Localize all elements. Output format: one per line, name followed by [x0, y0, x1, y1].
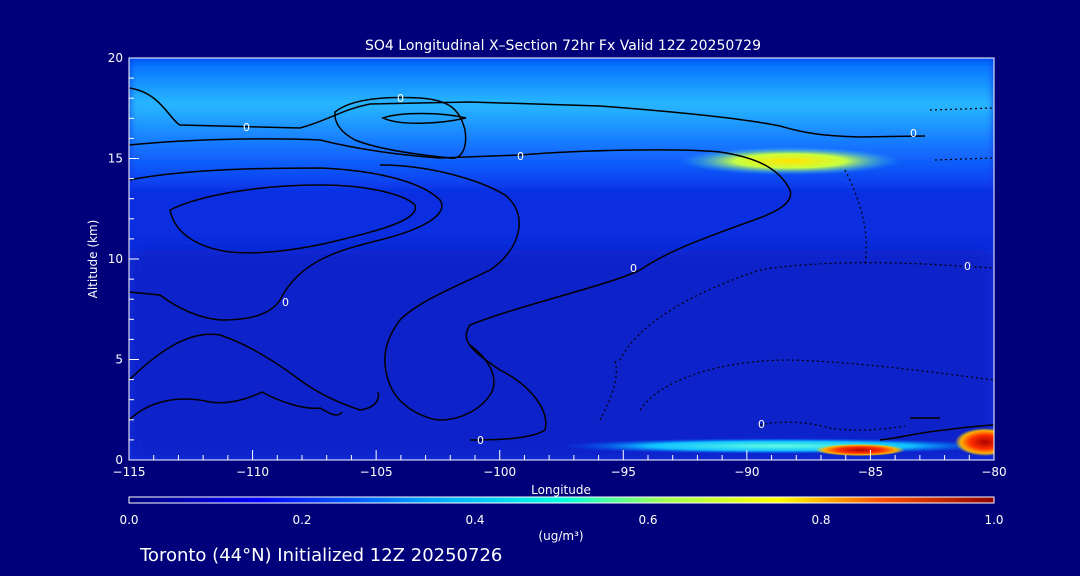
colorbar: 0.0 0.2 0.4 0.6 0.8 1.0 (ug/m³) — [119, 496, 1004, 543]
chart-title: SO4 Longitudinal X–Section 72hr Fx Valid… — [365, 38, 761, 54]
x-tick-label: −90 — [734, 465, 759, 479]
surface-hotspot-east — [955, 428, 994, 456]
x-tick-label: −100 — [483, 465, 516, 479]
x-tick-label: −105 — [360, 465, 393, 479]
contour-label: 0 — [630, 262, 637, 275]
colorbar-unit-label: (ug/m³) — [538, 529, 583, 543]
y-tick-label: 15 — [108, 152, 123, 166]
contour-label: 0 — [910, 127, 917, 140]
x-axis-title: Longitude — [531, 483, 591, 497]
surface-hotspot-west — [815, 444, 905, 456]
x-tick-label: −85 — [858, 465, 883, 479]
colorbar-strip — [128, 496, 995, 504]
contour-label: 0 — [243, 121, 250, 134]
footer-text: Toronto (44°N) Initialized 12Z 20250726 — [139, 545, 502, 566]
contour-label: 0 — [477, 434, 484, 447]
contour-labels: 0 0 0 0 0 0 0 0 0 — [243, 92, 971, 447]
x-tick-label: −95 — [611, 465, 636, 479]
y-tick-label: 20 — [108, 51, 123, 65]
surface-plume — [560, 438, 994, 454]
contour-label: 0 — [758, 418, 765, 431]
y-axis: 0 5 10 15 20 — [108, 51, 139, 467]
x-tick-label: −80 — [981, 465, 1006, 479]
colorbar-tick-label: 0.8 — [811, 513, 830, 527]
contour-label: 0 — [964, 260, 971, 273]
y-axis-title: Altitude (km) — [86, 220, 100, 299]
contour-label: 0 — [397, 92, 404, 105]
y-tick-label: 0 — [115, 453, 123, 467]
x-tick-label: −110 — [236, 465, 269, 479]
colorbar-tick-label: 0.6 — [638, 513, 657, 527]
contour-label: 0 — [282, 296, 289, 309]
y-tick-label: 5 — [115, 353, 123, 367]
contour-lines — [129, 87, 994, 441]
contour-label: 0 — [517, 150, 524, 163]
colorbar-ticks: 0.0 0.2 0.4 0.6 0.8 1.0 — [119, 513, 1003, 527]
colorbar-tick-label: 0.0 — [119, 513, 138, 527]
colorbar-tick-label: 0.4 — [465, 513, 484, 527]
x-axis: −115 −110 −105 −100 −95 −90 −85 −80 — [113, 450, 1007, 479]
lower-troposphere-field — [129, 250, 994, 460]
dotted-contours — [599, 107, 994, 431]
x-tick-label: −115 — [113, 465, 146, 479]
plot-area: 0 0 0 0 0 0 0 0 0 — [129, 58, 994, 460]
colorbar-tick-label: 1.0 — [984, 513, 1003, 527]
colorbar-tick-label: 0.2 — [292, 513, 311, 527]
y-tick-label: 10 — [108, 252, 123, 266]
